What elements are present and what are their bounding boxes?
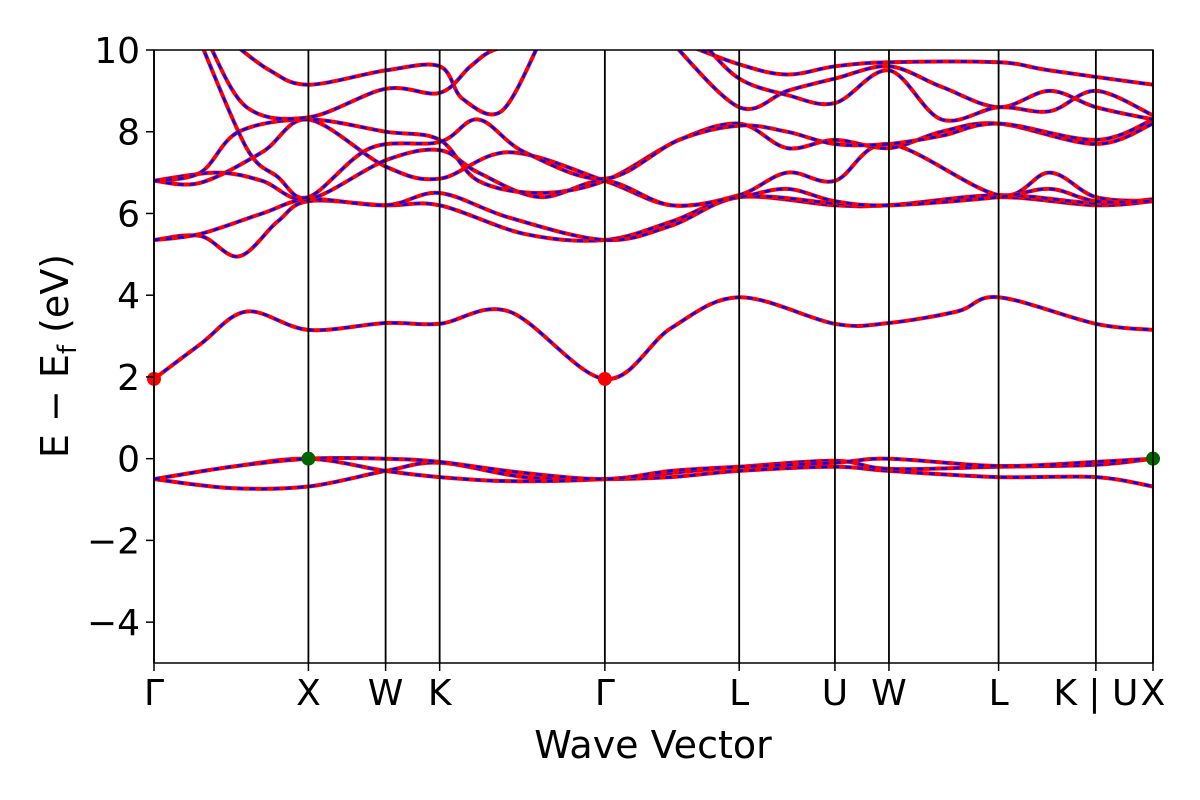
extremum-marker-1 — [597, 371, 612, 386]
y-tick-label-3: 2 — [117, 358, 140, 399]
band-dash-c11 — [696, 50, 1153, 86]
y-tick-label-1: −2 — [87, 521, 140, 562]
extremum-marker-2 — [301, 451, 316, 466]
x-tick-label-7: W — [871, 673, 907, 714]
band-line-c9 — [209, 50, 501, 121]
x-tick-label-9: K | U — [1053, 673, 1138, 714]
extrema-markers — [147, 371, 1160, 466]
y-axis-title: E − Ef (eV) — [33, 254, 83, 458]
band-dash-c7 — [202, 50, 1153, 200]
band-line-c1 — [154, 295, 1153, 382]
band-line-c8 — [238, 50, 539, 117]
band-dash-v3 — [154, 456, 1153, 481]
y-tick-label-2: 0 — [117, 440, 140, 481]
y-tick-label-7: 10 — [94, 31, 140, 72]
y-tick-label-5: 6 — [117, 194, 140, 235]
band-dash-c10 — [677, 50, 1153, 121]
x-tick-label-10: X — [1141, 673, 1166, 714]
x-tick-label-0: Γ — [144, 673, 164, 714]
x-tick-label-5: L — [729, 673, 749, 714]
x-tick-label-6: U — [822, 673, 848, 714]
y-tick-label-4: 4 — [117, 276, 140, 317]
y-tick-label-6: 8 — [117, 113, 140, 154]
band-dash-v1 — [154, 461, 1153, 491]
x-tick-label-1: X — [296, 673, 321, 714]
plot-frame — [153, 49, 1154, 664]
x-tick-label-2: W — [368, 673, 404, 714]
y-tick-label-0: −4 — [87, 603, 140, 644]
band-dash-c3 — [154, 191, 1153, 242]
x-tick-label-8: L — [989, 673, 1009, 714]
band-dash-c12 — [707, 50, 1153, 122]
y-axis-ticks: −4 −2 0 2 4 6 8 10 — [87, 31, 154, 644]
x-tick-label-4: Γ — [595, 673, 615, 714]
x-tick-label-3: K — [428, 673, 453, 714]
x-axis-title: Wave Vector — [534, 723, 772, 767]
